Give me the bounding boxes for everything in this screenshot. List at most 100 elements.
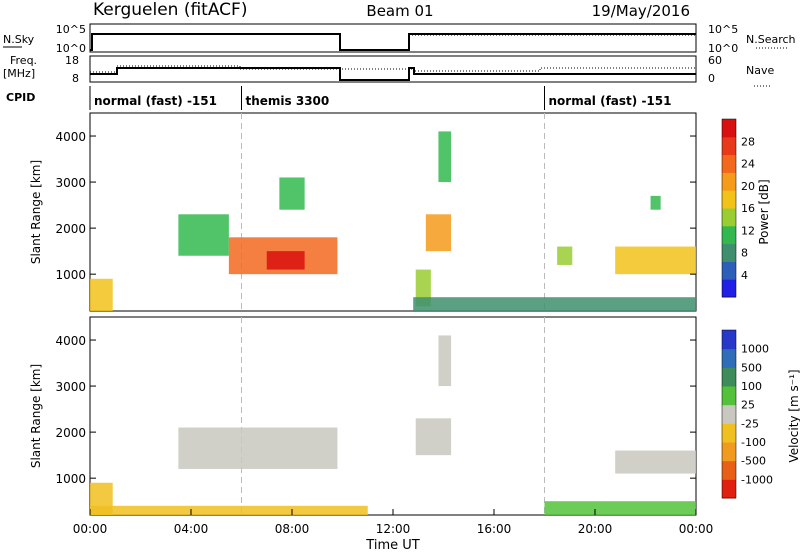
y-tick-label: 3000 bbox=[55, 380, 86, 394]
nsky-right-tick-top: 10^5 bbox=[708, 23, 738, 36]
power-ylabel: Slant Range [km] bbox=[29, 160, 43, 264]
beam-title: Beam 01 bbox=[366, 2, 433, 20]
colorbar-swatch bbox=[722, 479, 736, 499]
freq-label: Freq. bbox=[10, 54, 37, 67]
range-time-patch bbox=[266, 251, 305, 270]
x-tick-label: 12:00 bbox=[376, 522, 411, 536]
colorbar-tick-label: 12 bbox=[741, 224, 755, 237]
colorbar-tick-label: -1000 bbox=[741, 473, 773, 486]
nave-right-tick-top: 60 bbox=[708, 54, 722, 67]
colorbar-tick-label: 20 bbox=[741, 180, 755, 193]
colorbar-swatch bbox=[722, 243, 736, 262]
colorbar-swatch bbox=[722, 386, 736, 406]
freq-trace bbox=[90, 67, 696, 81]
x-tick-label: 20:00 bbox=[578, 522, 613, 536]
range-time-patch bbox=[415, 418, 452, 456]
colorbar-tick-label: 24 bbox=[741, 158, 755, 171]
velocity-colorbar: -1000 -500 -100 -25 25 100 500 1000 bbox=[721, 329, 773, 499]
power-colorbar-title: Power [dB] bbox=[757, 179, 771, 244]
y-tick-label: 2000 bbox=[55, 426, 86, 440]
colorbar-swatch bbox=[722, 225, 736, 245]
colorbar-tick-label: 25 bbox=[741, 399, 755, 412]
cpid-segment-label: normal (fast) -151 bbox=[549, 94, 672, 108]
range-time-patch bbox=[615, 246, 696, 275]
range-time-patch bbox=[413, 297, 696, 311]
colorbar-tick-label: 4 bbox=[741, 269, 748, 282]
colorbar-swatch bbox=[722, 136, 736, 156]
range-time-patch bbox=[178, 427, 338, 469]
station-title: Kerguelen (fitACF) bbox=[93, 0, 247, 20]
date-title: 19/May/2016 bbox=[592, 2, 690, 20]
range-time-patch bbox=[438, 131, 452, 183]
nsky-panel-frame bbox=[89, 23, 697, 53]
colorbar-frame bbox=[721, 118, 737, 298]
x-tick-label: 04:00 bbox=[174, 522, 209, 536]
power-panel-frame bbox=[89, 112, 697, 312]
velocity-panel-frame bbox=[89, 316, 697, 516]
range-time-patch bbox=[90, 505, 368, 515]
nsky-left-tick-bottom: 10^0 bbox=[56, 42, 86, 55]
cpid-label: CPID bbox=[6, 91, 35, 104]
freq-left-tick-bottom: 8 bbox=[72, 72, 79, 85]
range-time-patch bbox=[279, 177, 305, 210]
range-time-patch bbox=[650, 195, 661, 210]
colorbar-tick-label: 100 bbox=[741, 380, 762, 393]
nsky-label: N.Sky bbox=[3, 33, 35, 46]
power-heatmap: 1000 2000 3000 4000 bbox=[55, 113, 696, 311]
cpid-segments: normal (fast) -151 themis 3300 normal (fas… bbox=[89, 86, 672, 110]
freq-left-tick-top: 18 bbox=[65, 54, 79, 67]
y-tick-label: 4000 bbox=[55, 130, 86, 144]
range-time-patch bbox=[557, 246, 573, 265]
range-time-patch bbox=[544, 501, 696, 515]
y-tick-label: 3000 bbox=[55, 176, 86, 190]
freq-panel-frame bbox=[89, 55, 697, 83]
colorbar-frame bbox=[721, 329, 737, 499]
colorbar-swatch bbox=[722, 367, 736, 387]
x-tick-label: 08:00 bbox=[275, 522, 310, 536]
time-axis-label: Time UT bbox=[365, 538, 419, 553]
colorbar-tick-label: -500 bbox=[741, 455, 766, 468]
velocity-ylabel: Slant Range [km] bbox=[29, 364, 43, 468]
colorbar-swatch bbox=[722, 154, 736, 173]
range-time-patch bbox=[178, 214, 229, 256]
colorbar-swatch bbox=[722, 423, 736, 443]
colorbar-swatch bbox=[722, 190, 736, 209]
nsky-trace bbox=[90, 33, 696, 51]
velocity-heatmap: 1000 2000 3000 4000 bbox=[55, 317, 696, 515]
colorbar-swatch bbox=[722, 442, 736, 462]
nsky-right-tick-bottom: 10^0 bbox=[708, 42, 738, 55]
y-tick-label: 1000 bbox=[55, 268, 86, 282]
nave-right-tick-bottom: 0 bbox=[708, 72, 715, 85]
freq-unit-label: [MHz] bbox=[3, 67, 35, 80]
colorbar-swatch bbox=[722, 460, 736, 480]
cpid-segment-label: normal (fast) -151 bbox=[94, 94, 217, 108]
range-time-patch bbox=[615, 450, 696, 474]
y-tick-label: 2000 bbox=[55, 222, 86, 236]
x-tick-label: 16:00 bbox=[477, 522, 512, 536]
cpid-segment-label: themis 3300 bbox=[246, 94, 330, 108]
colorbar-swatch bbox=[722, 208, 736, 227]
nave-label: Nave bbox=[746, 64, 774, 77]
colorbar-tick-label: 28 bbox=[741, 135, 755, 148]
nsearch-label: N.Search bbox=[746, 33, 796, 46]
colorbar-tick-label: 16 bbox=[741, 202, 755, 215]
colorbar-swatch bbox=[722, 119, 736, 138]
colorbar-swatch bbox=[722, 404, 736, 424]
colorbar-tick-label: -100 bbox=[741, 436, 766, 449]
colorbar-tick-label: 8 bbox=[741, 247, 748, 260]
y-tick-label: 4000 bbox=[55, 334, 86, 348]
colorbar-swatch bbox=[722, 172, 736, 191]
y-tick-label: 1000 bbox=[55, 472, 86, 486]
velocity-colorbar-title: Velocity [m s⁻¹] bbox=[787, 369, 800, 462]
colorbar-swatch bbox=[722, 261, 736, 280]
x-tick-label: 00:00 bbox=[73, 522, 108, 536]
colorbar-swatch bbox=[722, 279, 736, 298]
range-time-patch bbox=[90, 278, 113, 311]
range-time-patch bbox=[425, 214, 452, 252]
colorbar-tick-label: 500 bbox=[741, 361, 762, 374]
power-colorbar: 4 8 12 16 20 24 28 bbox=[721, 118, 755, 298]
x-tick-label: 00:00 bbox=[679, 522, 714, 536]
colorbar-tick-label: 1000 bbox=[741, 343, 769, 356]
colorbar-swatch bbox=[722, 330, 736, 350]
